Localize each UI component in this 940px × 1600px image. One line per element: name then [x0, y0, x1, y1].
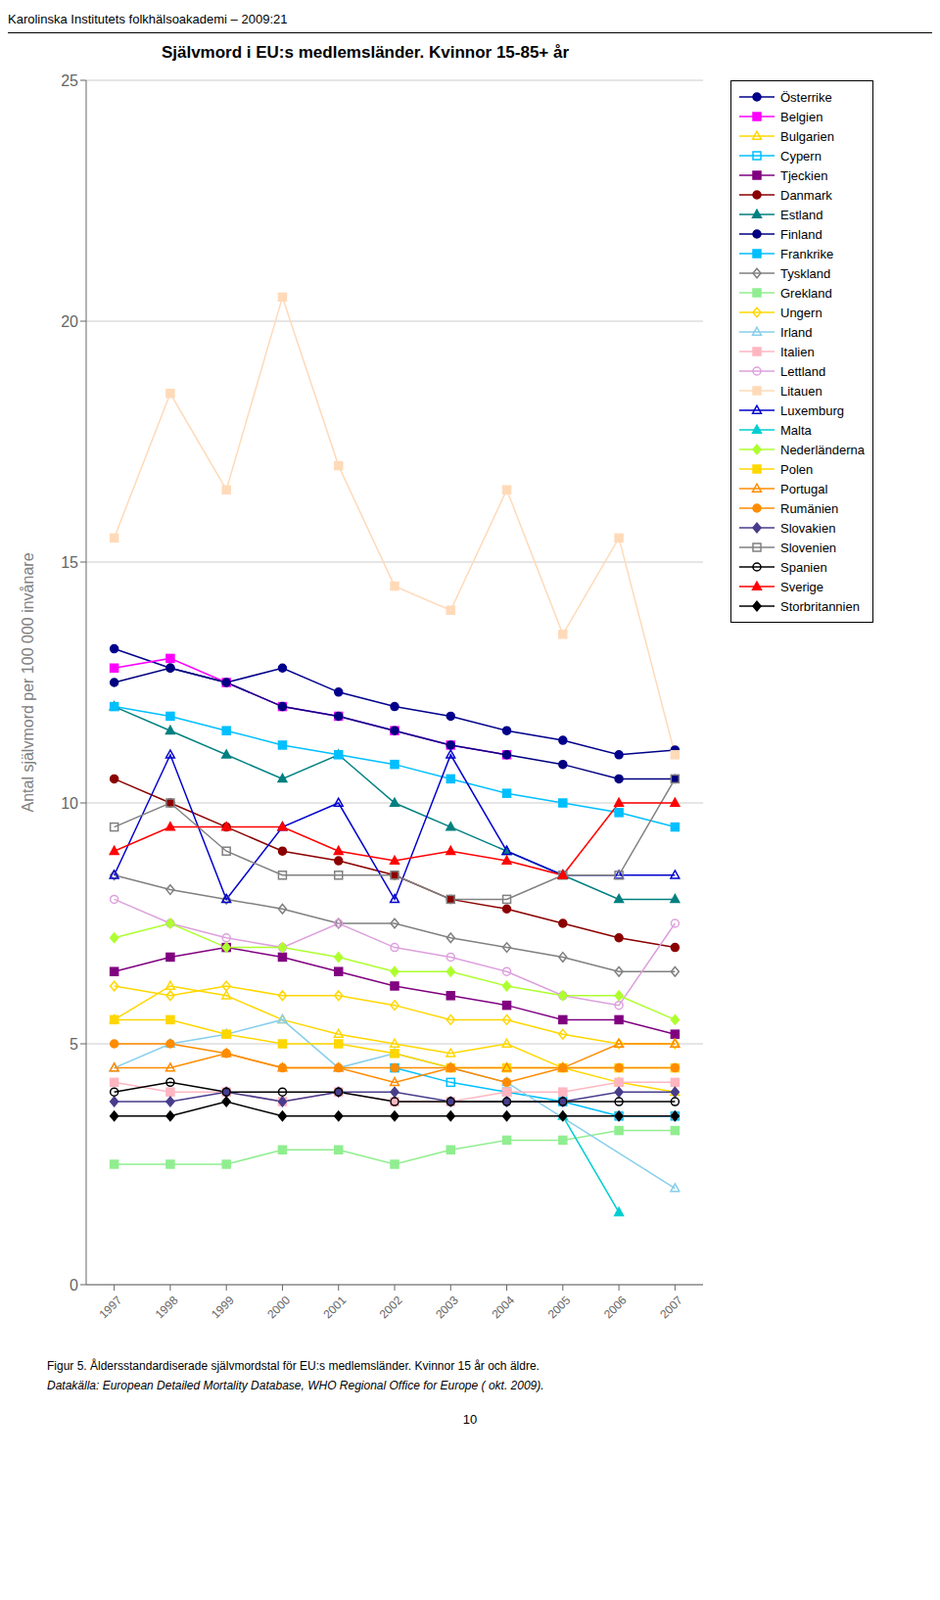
- html-text:Slovenien: Slovenien: [780, 540, 837, 555]
- html-text:Finland: Finland: [780, 226, 823, 242]
- svg-text:1997: 1997: [95, 1292, 125, 1321]
- html-text:Sverige: Sverige: [780, 579, 824, 594]
- svg-text:2004: 2004: [488, 1292, 517, 1321]
- svg-text:5: 5: [69, 1035, 79, 1053]
- svg-text:2003: 2003: [432, 1292, 462, 1321]
- html-text:Karolinska Institutets folkhäl: Karolinska Institutets folkhälsoakademi …: [7, 11, 288, 27]
- html-text:Ungern: Ungern: [780, 305, 823, 320]
- html-text:Grekland: Grekland: [780, 285, 833, 301]
- html-text:Luxemburg: Luxemburg: [780, 402, 845, 418]
- html-text:Självmord i EU:s medlemsländer: Självmord i EU:s medlemsländer. Kvinnor …: [161, 43, 569, 62]
- html-text:Polen: Polen: [780, 461, 814, 477]
- html-text:Estland: Estland: [780, 207, 823, 222]
- html-text:Lettland: Lettland: [780, 363, 826, 379]
- html-text:Tyskland: Tyskland: [780, 265, 831, 281]
- svg-text:20: 20: [60, 313, 79, 330]
- html-text:Nederländerna: Nederländerna: [780, 442, 865, 457]
- html-text:Figur 5. Åldersstandardiserade: Figur 5. Åldersstandardiserade självmord…: [47, 1359, 540, 1373]
- html-text:Bulgarien: Bulgarien: [780, 128, 835, 144]
- html-text:Frankrike: Frankrike: [780, 246, 834, 261]
- html-text:Rumänien: Rumänien: [780, 500, 839, 516]
- svg-text:2007: 2007: [657, 1292, 686, 1321]
- svg-text:2006: 2006: [601, 1292, 630, 1321]
- html-text:Danmark: Danmark: [780, 187, 833, 203]
- svg-text:Antal självmord per 100 000 in: Antal självmord per 100 000 invånare: [19, 552, 37, 812]
- svg-text:2001: 2001: [321, 1292, 350, 1321]
- svg-text:15: 15: [60, 554, 79, 571]
- html-text:Tjeckien: Tjeckien: [780, 167, 828, 183]
- svg-text:2005: 2005: [545, 1292, 574, 1321]
- html-text:Portugal: Portugal: [780, 481, 828, 496]
- svg-text:2000: 2000: [264, 1292, 293, 1321]
- html-text:Irland: Irland: [780, 324, 813, 340]
- svg-text:10: 10: [60, 795, 79, 812]
- html-text:Österrike: Österrike: [780, 89, 832, 105]
- html-text:Datakälla: European Detailed M: Datakälla: European Detailed Mortality D…: [47, 1378, 545, 1393]
- html-text:Litauen: Litauen: [780, 383, 823, 399]
- html-text:Slovakien: Slovakien: [780, 520, 836, 536]
- svg-text:25: 25: [60, 72, 79, 90]
- html-text:10: 10: [462, 1411, 478, 1427]
- html-text:Belgien: Belgien: [780, 109, 823, 124]
- html-text:Spanien: Spanien: [780, 559, 828, 575]
- svg-text:1999: 1999: [208, 1292, 237, 1321]
- svg-text:2002: 2002: [376, 1292, 406, 1321]
- svg-text:1998: 1998: [152, 1292, 182, 1321]
- html-text:Italien: Italien: [780, 344, 815, 359]
- html-text:Cypern: Cypern: [780, 148, 822, 164]
- svg-text:0: 0: [69, 1276, 79, 1294]
- html-text:Storbritannien: Storbritannien: [780, 598, 860, 614]
- html-text:Malta: Malta: [780, 422, 812, 438]
